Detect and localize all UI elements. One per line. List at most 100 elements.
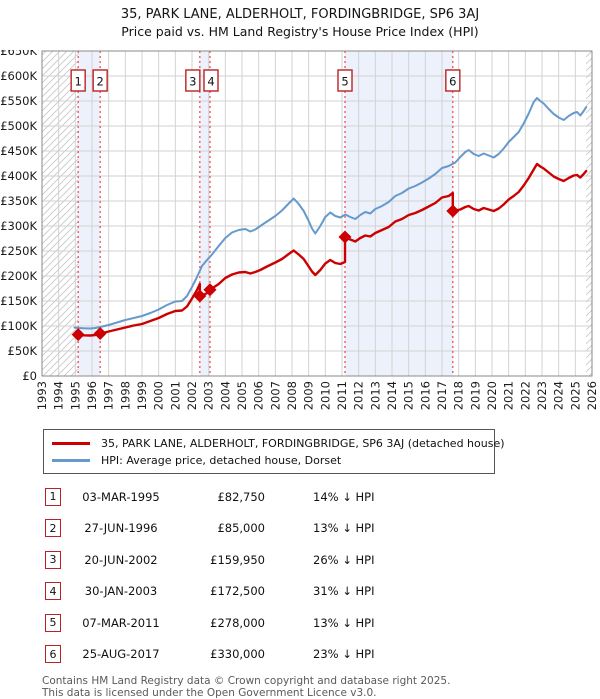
sale-marker-number: 4 xyxy=(207,75,214,89)
x-tick-label: 2003 xyxy=(202,381,216,410)
table-row: 6 25-AUG-2017 £330,000 23% ↓ HPI xyxy=(0,639,600,671)
x-tick-label: 1994 xyxy=(52,381,66,410)
x-tick-label: 2016 xyxy=(418,381,432,410)
x-tick-label: 1995 xyxy=(68,381,82,410)
legend-row-hpi: HPI: Average price, detached house, Dors… xyxy=(52,452,486,469)
x-tick-label: 2015 xyxy=(402,381,416,410)
x-tick-label: 1993 xyxy=(35,381,49,410)
x-tick-label: 2019 xyxy=(468,381,482,410)
x-tick-label: 1999 xyxy=(135,381,149,410)
x-tick-label: 2011 xyxy=(335,381,349,410)
sale-marker-number: 2 xyxy=(97,75,104,89)
sale-date: 20-JUN-2002 xyxy=(61,553,181,567)
page-subtitle: Price paid vs. HM Land Registry's House … xyxy=(0,23,600,40)
property-line-swatch xyxy=(52,442,90,445)
chart-title-block: 35, PARK LANE, ALDERHOLT, FORDINGBRIDGE,… xyxy=(0,0,600,50)
table-row: 1 03-MAR-1995 £82,750 14% ↓ HPI xyxy=(0,481,600,513)
table-row: 4 30-JAN-2003 £172,500 31% ↓ HPI xyxy=(0,576,600,608)
y-tick-label: £50K xyxy=(8,344,38,358)
x-tick-label: 2022 xyxy=(518,381,532,410)
y-tick-label: £450K xyxy=(0,144,37,158)
sale-vs-hpi: 13% ↓ HPI xyxy=(265,616,600,630)
x-tick-label: 2025 xyxy=(568,381,582,410)
sale-date: 07-MAR-2011 xyxy=(61,616,181,630)
table-row: 3 20-JUN-2002 £159,950 26% ↓ HPI xyxy=(0,544,600,576)
x-tick-label: 1998 xyxy=(118,381,132,410)
y-tick-label: £650K xyxy=(0,50,37,58)
x-tick-label: 2000 xyxy=(152,381,166,410)
x-tick-label: 2007 xyxy=(268,381,282,410)
legend-label-property: 35, PARK LANE, ALDERHOLT, FORDINGBRIDGE,… xyxy=(101,437,505,450)
page-title: 35, PARK LANE, ALDERHOLT, FORDINGBRIDGE,… xyxy=(0,6,600,23)
table-row: 5 07-MAR-2011 £278,000 13% ↓ HPI xyxy=(0,607,600,639)
sale-vs-hpi: 23% ↓ HPI xyxy=(265,647,600,661)
sale-vs-hpi: 14% ↓ HPI xyxy=(265,490,600,504)
x-tick-label: 2017 xyxy=(435,381,449,410)
row-number-badge: 6 xyxy=(45,645,61,663)
x-tick-label: 2014 xyxy=(385,381,399,410)
x-tick-label: 2026 xyxy=(585,381,599,410)
sale-vs-hpi: 13% ↓ HPI xyxy=(265,521,600,535)
hatched-region xyxy=(42,51,78,376)
x-tick-label: 2023 xyxy=(535,381,549,410)
y-tick-label: £300K xyxy=(0,219,37,233)
y-tick-label: £500K xyxy=(0,119,37,133)
row-number-badge: 1 xyxy=(45,488,61,506)
legend-label-hpi: HPI: Average price, detached house, Dors… xyxy=(101,454,341,467)
x-tick-label: 2004 xyxy=(218,381,232,410)
y-tick-label: £400K xyxy=(0,169,37,183)
x-tick-label: 2021 xyxy=(502,381,516,410)
footer-line1: Contains HM Land Registry data © Crown c… xyxy=(42,676,600,688)
x-tick-label: 2020 xyxy=(485,381,499,410)
sale-date: 03-MAR-1995 xyxy=(61,490,181,504)
y-tick-label: £200K xyxy=(0,269,37,283)
sale-date: 25-AUG-2017 xyxy=(61,647,181,661)
y-tick-label: £100K xyxy=(0,319,37,333)
y-tick-label: £550K xyxy=(0,94,37,108)
transactions-table: 1 03-MAR-1995 £82,750 14% ↓ HPI 2 27-JUN… xyxy=(0,481,600,670)
sale-date: 30-JAN-2003 xyxy=(61,584,181,598)
sale-marker-number: 6 xyxy=(449,75,456,89)
y-tick-label: £350K xyxy=(0,194,37,208)
sale-price: £159,950 xyxy=(181,553,265,567)
y-tick-label: £0 xyxy=(22,369,37,383)
x-tick-label: 2010 xyxy=(318,381,332,410)
property-line xyxy=(78,164,586,336)
row-number-badge: 3 xyxy=(45,551,61,569)
sale-price: £85,000 xyxy=(181,521,265,535)
x-tick-label: 2005 xyxy=(235,381,249,410)
attribution-footer: Contains HM Land Registry data © Crown c… xyxy=(42,676,600,699)
sale-price: £330,000 xyxy=(181,647,265,661)
hpi-line xyxy=(75,98,587,329)
hatched-region xyxy=(586,51,592,376)
sale-price: £82,750 xyxy=(181,490,265,504)
x-tick-label: 2002 xyxy=(185,381,199,410)
x-tick-label: 2024 xyxy=(552,381,566,410)
y-tick-label: £150K xyxy=(0,294,37,308)
sale-price: £278,000 xyxy=(181,616,265,630)
row-number-badge: 4 xyxy=(45,582,61,600)
sale-marker-number: 3 xyxy=(189,75,196,89)
hpi-line-swatch xyxy=(52,459,90,462)
x-tick-label: 2012 xyxy=(352,381,366,410)
x-tick-label: 2006 xyxy=(252,381,266,410)
x-tick-label: 2013 xyxy=(368,381,382,410)
sale-date: 27-JUN-1996 xyxy=(61,521,181,535)
sale-vs-hpi: 26% ↓ HPI xyxy=(265,553,600,567)
footer-line2: This data is licensed under the Open Gov… xyxy=(42,688,600,699)
legend: 35, PARK LANE, ALDERHOLT, FORDINGBRIDGE,… xyxy=(43,429,495,474)
legend-row-property: 35, PARK LANE, ALDERHOLT, FORDINGBRIDGE,… xyxy=(52,435,486,452)
sale-marker-number: 1 xyxy=(75,75,82,89)
y-tick-label: £250K xyxy=(0,244,37,258)
sale-price: £172,500 xyxy=(181,584,265,598)
x-tick-label: 2009 xyxy=(302,381,316,410)
x-tick-label: 2001 xyxy=(168,381,182,410)
x-tick-label: 1996 xyxy=(85,381,99,410)
sale-marker-number: 5 xyxy=(341,75,348,89)
sale-vs-hpi: 31% ↓ HPI xyxy=(265,584,600,598)
row-number-badge: 2 xyxy=(45,519,61,537)
row-number-badge: 5 xyxy=(45,614,61,632)
x-tick-label: 2008 xyxy=(285,381,299,410)
y-tick-label: £600K xyxy=(0,69,37,83)
